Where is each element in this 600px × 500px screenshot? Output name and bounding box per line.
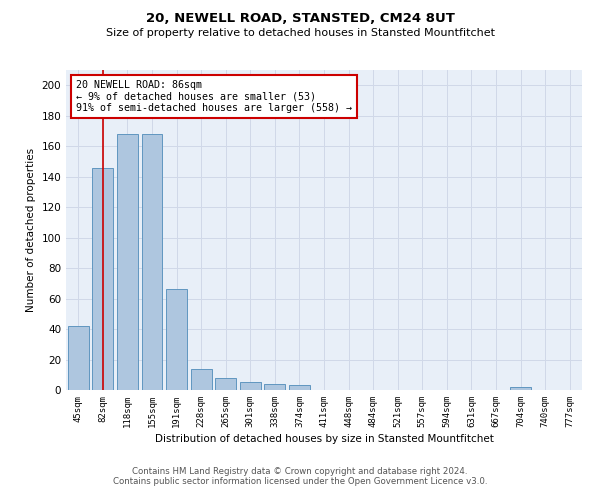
Bar [191, 368, 212, 390]
Y-axis label: Number of detached properties: Number of detached properties [26, 148, 36, 312]
Bar [68, 326, 89, 390]
Bar [92, 168, 113, 390]
Bar [289, 386, 310, 390]
Bar [510, 387, 531, 390]
Text: Contains public sector information licensed under the Open Government Licence v3: Contains public sector information licen… [113, 477, 487, 486]
Bar [265, 384, 286, 390]
Text: Size of property relative to detached houses in Stansted Mountfitchet: Size of property relative to detached ho… [106, 28, 494, 38]
Bar [142, 134, 163, 390]
Bar [117, 134, 138, 390]
Text: 20, NEWELL ROAD, STANSTED, CM24 8UT: 20, NEWELL ROAD, STANSTED, CM24 8UT [146, 12, 454, 26]
X-axis label: Distribution of detached houses by size in Stansted Mountfitchet: Distribution of detached houses by size … [155, 434, 493, 444]
Bar [240, 382, 261, 390]
Text: Contains HM Land Registry data © Crown copyright and database right 2024.: Contains HM Land Registry data © Crown c… [132, 467, 468, 476]
Bar [215, 378, 236, 390]
Text: 20 NEWELL ROAD: 86sqm
← 9% of detached houses are smaller (53)
91% of semi-detac: 20 NEWELL ROAD: 86sqm ← 9% of detached h… [76, 80, 352, 113]
Bar [166, 290, 187, 390]
